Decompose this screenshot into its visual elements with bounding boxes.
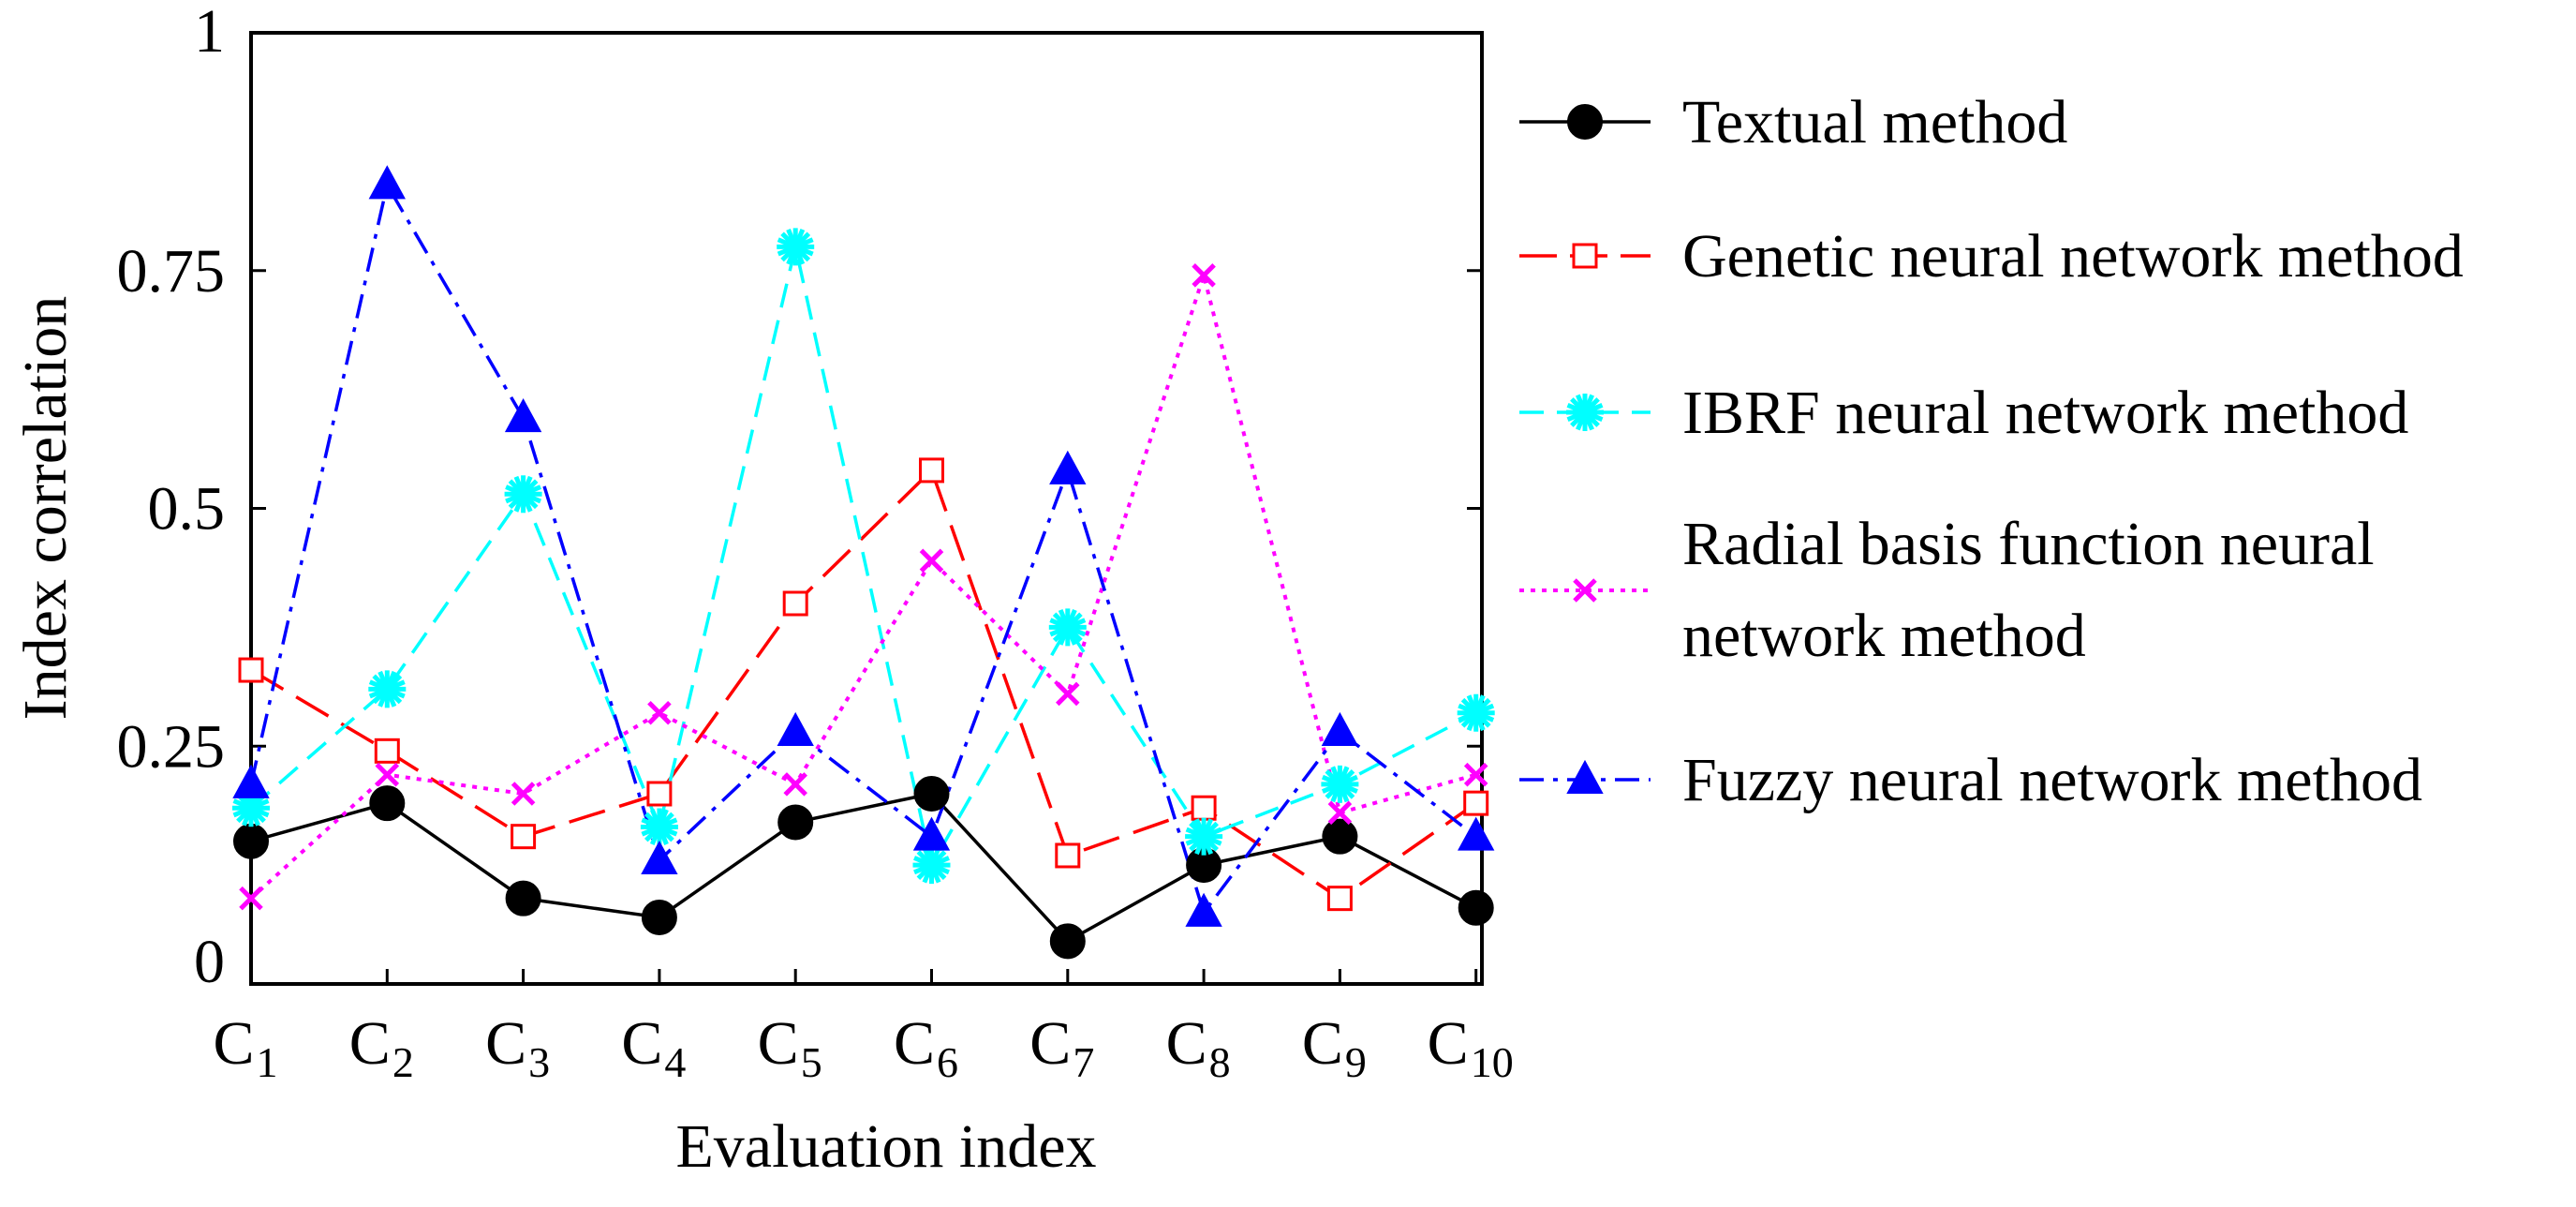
data-point-s3-6 — [1056, 681, 1080, 707]
data-point-s0-2 — [505, 880, 541, 916]
x-tick-label: C6 — [894, 1009, 958, 1086]
legend-label: network method — [1682, 602, 2086, 670]
y-axis-label: Index correlation — [11, 296, 80, 721]
x-tick-label: C10 — [1428, 1009, 1514, 1086]
series-line-1 — [250, 469, 1477, 901]
legend-label: Fuzzy neural network method — [1682, 746, 2422, 814]
data-point-s2-6 — [1048, 608, 1087, 647]
series-line-3 — [249, 273, 1477, 901]
legend-marker-1 — [1572, 243, 1598, 269]
y-tick-label: 0 — [194, 928, 225, 996]
data-point-s0-1 — [369, 785, 406, 822]
legend-label: IBRF neural network method — [1682, 379, 2408, 447]
legend-marker-2 — [1566, 394, 1604, 431]
data-point-s1-6 — [1055, 842, 1081, 869]
data-point-s1-8 — [1326, 886, 1353, 912]
series-line-0 — [250, 792, 1477, 944]
data-point-s3-1 — [375, 762, 400, 787]
x-tick-labels: C1 C2 C3 C4 C5 C6 C7 C8 C9 C10 — [213, 1009, 1513, 1086]
data-point-s1-5 — [919, 457, 944, 484]
y-tick-label: 0.75 — [117, 237, 226, 305]
data-point-s3-7 — [1192, 263, 1216, 288]
data-point-s0-4 — [777, 804, 814, 841]
axis-ticks — [249, 31, 1482, 986]
data-point-s1-1 — [374, 738, 400, 764]
y-tick-label: 0.5 — [148, 475, 226, 544]
data-point-s2-5 — [912, 846, 951, 885]
data-point-s0-9 — [1458, 889, 1494, 926]
data-point-s4-2 — [504, 397, 542, 433]
data-point-s4-7 — [1185, 892, 1222, 927]
legend-marker-3 — [1573, 578, 1597, 603]
data-point-s3-3 — [647, 700, 672, 725]
data-point-s1-2 — [511, 824, 537, 850]
data-point-s3-9 — [1463, 762, 1488, 787]
data-point-s1-7 — [1191, 795, 1217, 821]
x-tick-label: C2 — [349, 1009, 414, 1086]
data-point-s4-5 — [912, 816, 951, 851]
data-point-s3-0 — [239, 886, 263, 911]
legend-label: Textual method — [1682, 88, 2067, 156]
x-tick-label: C3 — [485, 1009, 550, 1086]
data-point-s4-4 — [777, 711, 814, 747]
y-tick-label: 0.25 — [117, 712, 226, 781]
series-line-2 — [249, 245, 1477, 867]
data-point-s4-8 — [1321, 711, 1359, 747]
series-markers — [232, 165, 1495, 960]
legend: Textual method Genetic neural network met… — [1519, 88, 2464, 814]
x-tick-label: C9 — [1302, 1009, 1367, 1086]
data-point-s0-3 — [641, 899, 677, 935]
x-tick-label: C5 — [758, 1009, 822, 1086]
y-tick-labels: 0 0.25 0.5 0.75 1 — [117, 0, 226, 996]
legend-marker-4 — [1566, 759, 1604, 794]
data-point-s4-0 — [232, 764, 270, 798]
data-point-s0-0 — [233, 823, 269, 859]
data-point-s2-3 — [640, 808, 678, 846]
data-point-s1-0 — [238, 657, 264, 683]
data-point-s0-5 — [913, 776, 950, 812]
data-point-s4-6 — [1049, 450, 1087, 484]
data-point-s2-4 — [777, 228, 815, 266]
data-point-s2-2 — [504, 475, 542, 514]
x-tick-label: C8 — [1166, 1009, 1231, 1086]
plot-frame — [249, 31, 1484, 986]
legend-marker-0 — [1567, 104, 1603, 140]
data-point-s1-9 — [1463, 790, 1489, 816]
data-point-s1-3 — [646, 781, 673, 807]
y-tick-label: 1 — [194, 0, 225, 66]
legend-label: Radial basis function neural — [1682, 510, 2375, 578]
x-tick-label: C7 — [1029, 1009, 1094, 1086]
data-point-s4-9 — [1458, 816, 1495, 851]
legend-label: Genetic neural network method — [1682, 222, 2464, 291]
data-point-s4-1 — [368, 165, 406, 200]
x-axis-label: Evaluation index — [675, 1112, 1096, 1181]
x-tick-label: C4 — [621, 1009, 686, 1086]
data-point-s0-8 — [1322, 818, 1358, 855]
data-point-s3-2 — [511, 782, 536, 806]
data-point-s2-1 — [368, 670, 407, 708]
series-lines — [249, 183, 1477, 944]
data-point-s3-5 — [919, 548, 944, 574]
data-point-s0-6 — [1049, 923, 1086, 960]
data-point-s1-4 — [782, 590, 808, 617]
data-point-s2-8 — [1321, 765, 1359, 803]
data-point-s4-3 — [641, 840, 678, 875]
data-point-s2-9 — [1457, 693, 1495, 732]
data-point-s3-4 — [783, 772, 807, 797]
data-point-s3-8 — [1327, 800, 1353, 826]
data-point-s2-7 — [1185, 817, 1223, 856]
x-tick-label: C1 — [213, 1009, 277, 1086]
